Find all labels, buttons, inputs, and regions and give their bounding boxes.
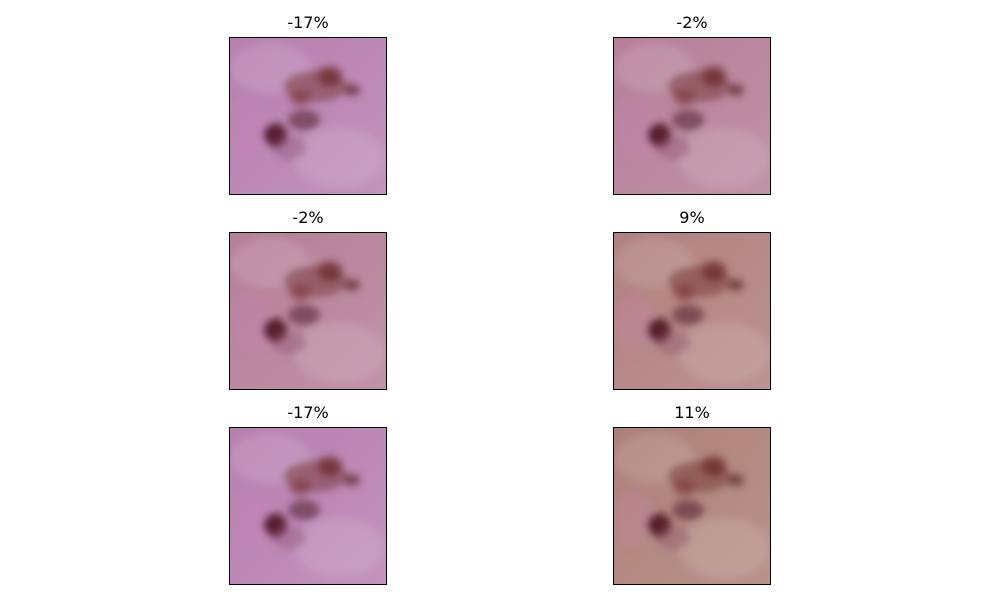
panel-title-1: -17%	[287, 13, 329, 32]
lesion-image-4	[613, 232, 771, 390]
lesion-image-1	[229, 37, 387, 195]
lesion-image-6	[613, 427, 771, 585]
panel-title-3: -2%	[292, 208, 324, 227]
panel-title-6: 11%	[674, 403, 710, 422]
lesion-image-3	[229, 232, 387, 390]
lesion-image-5	[229, 427, 387, 585]
lesion-svg	[230, 38, 386, 194]
lesion-image-2	[613, 37, 771, 195]
lesion-svg	[614, 38, 770, 194]
lesion-svg	[614, 233, 770, 389]
panel-title-5: -17%	[287, 403, 329, 422]
lesion-svg	[614, 428, 770, 584]
lesion-svg	[230, 428, 386, 584]
panel-title-4: 9%	[679, 208, 705, 227]
panel-title-2: -2%	[676, 13, 708, 32]
lesion-svg	[230, 233, 386, 389]
